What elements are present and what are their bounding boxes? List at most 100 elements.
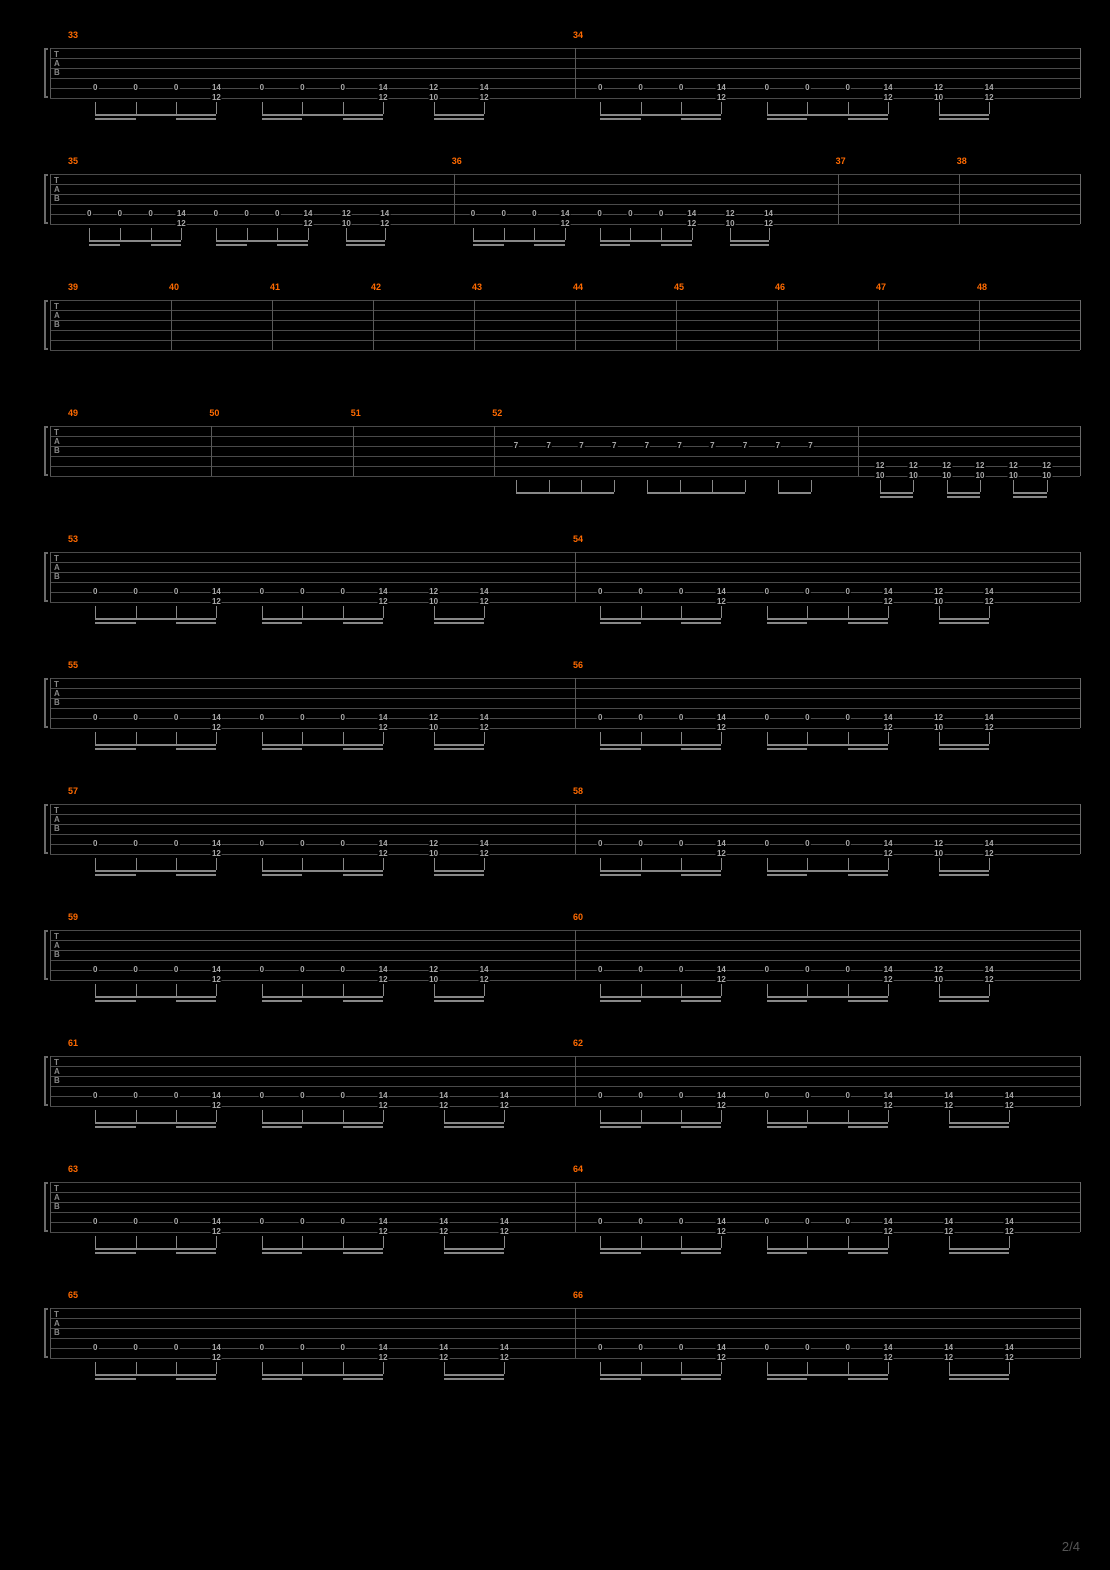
staff-line	[50, 184, 1080, 185]
beam	[262, 1374, 383, 1376]
note-stem	[302, 984, 303, 996]
beam	[767, 1374, 888, 1376]
note-stem	[302, 858, 303, 870]
note-stem	[641, 1236, 642, 1248]
note-stem	[939, 858, 940, 870]
staff-line	[50, 814, 1080, 815]
measure-number: 40	[169, 282, 179, 292]
fret-number: 0	[173, 966, 179, 974]
fret-number: 0	[173, 588, 179, 596]
beam-secondary	[262, 118, 302, 120]
note-stem	[848, 858, 849, 870]
barline	[575, 678, 576, 728]
note-stem	[383, 858, 384, 870]
note-stem	[176, 1110, 177, 1122]
beam	[600, 240, 692, 242]
beam-secondary	[262, 1378, 302, 1380]
beam-group	[947, 480, 980, 498]
fret-number: 0	[132, 1344, 138, 1352]
staff-line	[50, 350, 1080, 351]
beam-group	[95, 1362, 216, 1380]
barline-end	[1080, 1308, 1081, 1358]
measure-number: 33	[68, 30, 78, 40]
fret-number: 0	[597, 966, 603, 974]
fret-number: 12	[725, 210, 736, 218]
beam-group	[95, 606, 216, 624]
fret-number: 14	[984, 84, 995, 92]
staff-line	[50, 698, 1080, 699]
fret-number: 12	[883, 850, 894, 858]
fret-number: 0	[637, 714, 643, 722]
note-stem	[549, 480, 550, 492]
fret-number: 0	[678, 714, 684, 722]
beam-group	[767, 606, 888, 624]
note-stem	[95, 1362, 96, 1374]
note-stem	[262, 1362, 263, 1374]
fret-number: 0	[678, 1344, 684, 1352]
fret-number: 0	[339, 1344, 345, 1352]
beam	[95, 1374, 216, 1376]
tab-page: TAB3334000141200014121210141200014120001…	[0, 0, 1110, 1456]
fret-number: 0	[844, 84, 850, 92]
note-stem	[888, 984, 889, 996]
fret-number: 10	[875, 472, 886, 480]
note-stem	[262, 858, 263, 870]
fret-number: 0	[637, 1344, 643, 1352]
note-stem	[600, 732, 601, 744]
beam-secondary	[444, 1378, 505, 1380]
note-stem	[136, 606, 137, 618]
fret-number: 12	[716, 724, 727, 732]
beam-group	[939, 984, 990, 1002]
note-stem	[176, 1362, 177, 1374]
fret-number: 12	[378, 850, 389, 858]
fret-number: 0	[637, 966, 643, 974]
fret-number: 0	[637, 840, 643, 848]
fret-number: 14	[378, 840, 389, 848]
barline	[575, 552, 576, 602]
staff-line	[50, 300, 1080, 301]
fret-number: 0	[259, 714, 265, 722]
fret-number: 14	[716, 714, 727, 722]
staff-line	[50, 940, 1080, 941]
barline	[171, 300, 172, 350]
note-stem	[277, 228, 278, 240]
note-stem	[614, 480, 615, 492]
note-stem	[565, 228, 566, 240]
measure-number: 45	[674, 282, 684, 292]
fret-number: 12	[211, 850, 222, 858]
fret-number: 0	[678, 1092, 684, 1100]
fret-number: 12	[933, 966, 944, 974]
beam-secondary	[176, 118, 216, 120]
fret-number: 14	[716, 84, 727, 92]
barline	[494, 426, 495, 476]
note-stem	[176, 732, 177, 744]
staff-line	[50, 930, 1080, 931]
note-stem	[888, 1110, 889, 1122]
note-stem	[681, 732, 682, 744]
tab-system: TAB5556000141200014121210141200014120001…	[30, 660, 1080, 750]
fret-number: 12	[379, 220, 390, 228]
note-stem	[641, 732, 642, 744]
fret-number: 0	[173, 1344, 179, 1352]
beam-group	[434, 732, 485, 750]
staff-line	[50, 708, 1080, 709]
note-stem	[888, 732, 889, 744]
fret-number: 12	[211, 598, 222, 606]
note-stem	[516, 480, 517, 492]
staff-line	[50, 602, 1080, 603]
beam-secondary	[216, 244, 247, 246]
staff-line	[50, 562, 1080, 563]
measure-number: 51	[351, 408, 361, 418]
beam-group	[95, 858, 216, 876]
fret-number: 0	[597, 1344, 603, 1352]
beam	[939, 618, 990, 620]
note-stem	[262, 732, 263, 744]
staff-line	[50, 960, 1080, 961]
fret-number: 0	[764, 840, 770, 848]
fret-number: 14	[499, 1092, 510, 1100]
note-stem	[302, 1110, 303, 1122]
beam-group	[949, 1236, 1010, 1254]
staff-line	[50, 330, 1080, 331]
note-stem	[434, 858, 435, 870]
barline	[50, 1056, 51, 1106]
